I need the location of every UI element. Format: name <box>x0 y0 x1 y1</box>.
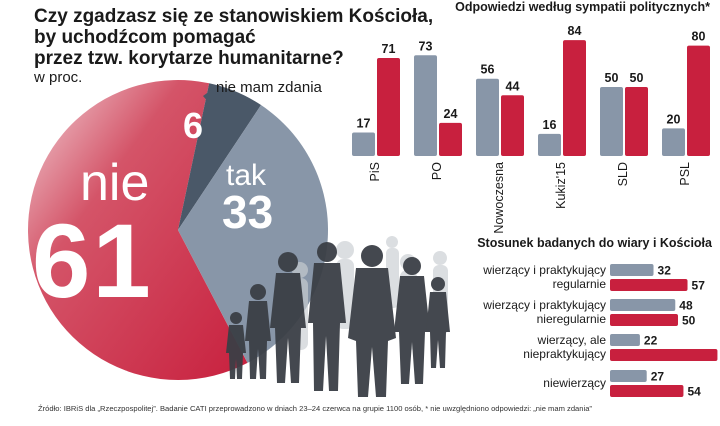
pie-value-tak: 33 <box>222 186 273 238</box>
political-bar-nie <box>439 122 462 156</box>
political-bar-tak <box>414 55 437 157</box>
political-bar-tak <box>538 133 561 156</box>
faith-bar-value: 32 <box>658 264 672 278</box>
pie-labels: nie 61 nie mam zdania 6 tak 33 <box>32 79 323 320</box>
political-bar-value: 50 <box>630 71 644 85</box>
pie-label-tak: tak <box>226 159 267 192</box>
political-chart-title: Odpowiedzi według sympatii politycznych* <box>455 0 710 14</box>
political-bar-nie <box>377 58 400 156</box>
source-footnote: Źródło: IBRiS dla „Rzeczpospolitej”. Bad… <box>38 404 592 413</box>
faith-bar-tak <box>610 264 654 276</box>
political-bar-tak <box>600 87 623 156</box>
pie-slice-nie <box>28 80 248 381</box>
faith-category-label: niewierzący <box>543 376 606 390</box>
political-bar-chart: Odpowiedzi według sympatii politycznych*… <box>352 0 710 234</box>
crowd-silhouette-illustration <box>226 236 450 397</box>
political-category-label: Kukiz'15 <box>554 162 568 209</box>
pie-label-no-opinion: nie mam zdania <box>216 79 323 96</box>
headline-line-1: Czy zgadzasz się ze stanowiskiem Kościoł… <box>34 6 433 27</box>
faith-bar-value: 57 <box>692 279 706 293</box>
political-bar-nie <box>687 45 710 156</box>
political-bar-value: 56 <box>481 63 495 77</box>
faith-bar-tak <box>610 370 647 382</box>
political-bar-value: 71 <box>382 42 396 56</box>
political-bar-value: 80 <box>692 30 706 44</box>
faith-bar-value: 54 <box>687 385 701 399</box>
faith-bar-chart: Stosunek badanych do wiary i Kościoła 32… <box>477 236 718 399</box>
no-opinion-pointer <box>203 88 214 104</box>
political-bar-tak <box>662 128 685 156</box>
faith-bar-value: 48 <box>679 299 693 313</box>
faith-category-label: regularnie <box>553 277 607 291</box>
faith-bar-nie <box>610 385 684 397</box>
faith-category-label: wierzący, ale <box>537 333 607 347</box>
political-bar-nie <box>625 87 648 156</box>
pie-slice-no-opinion <box>178 83 262 230</box>
headline-line-3: przez tzw. korytarze humanitarne? <box>34 48 344 69</box>
faith-bar-tak <box>610 299 676 311</box>
political-bar-value: 17 <box>357 117 371 131</box>
pie-value-nie: 61 <box>32 203 153 320</box>
pie-value-no-opinion: 6 <box>183 105 203 146</box>
political-bar-value: 84 <box>568 24 582 38</box>
pie-label-nie: nie <box>80 154 149 212</box>
faith-category-label: wierzący i praktykujący <box>482 263 606 277</box>
political-bar-tak <box>476 78 499 156</box>
political-bar-value: 20 <box>667 112 681 126</box>
faith-category-label: nieregularnie <box>537 312 607 326</box>
political-bar-tak <box>352 132 375 156</box>
political-bar-value: 16 <box>543 118 557 132</box>
faith-category-label: wierzący i praktykujący <box>482 298 606 312</box>
faith-category-label: niepraktykujący <box>523 347 606 361</box>
headline-line-2: by uchodźcom pomagać <box>34 27 256 48</box>
political-bar-value: 73 <box>419 39 433 53</box>
faith-bar-value: 27 <box>651 370 665 384</box>
faith-bar-nie <box>610 314 678 326</box>
political-bar-nie <box>563 40 586 156</box>
faith-bar-tak <box>610 334 640 346</box>
headline: Czy zgadzasz się ze stanowiskiem Kościoł… <box>33 6 433 86</box>
faith-bar-nie <box>610 349 718 361</box>
political-bar-value: 50 <box>605 71 619 85</box>
political-bar-value: 44 <box>506 79 520 93</box>
political-category-label: PSL <box>678 162 692 186</box>
faith-bar-value: 50 <box>682 314 696 328</box>
political-category-label: Nowoczesna <box>492 162 506 234</box>
political-category-label: PiS <box>368 162 382 181</box>
faith-bar-value: 22 <box>644 334 658 348</box>
faith-chart-title: Stosunek badanych do wiary i Kościoła <box>477 236 713 250</box>
political-category-label: PO <box>430 162 444 180</box>
political-bar-value: 24 <box>444 107 458 121</box>
faith-bar-nie <box>610 279 688 291</box>
political-bar-nie <box>501 95 524 156</box>
headline-unit: w proc. <box>33 69 82 86</box>
political-category-label: SLD <box>616 162 630 186</box>
